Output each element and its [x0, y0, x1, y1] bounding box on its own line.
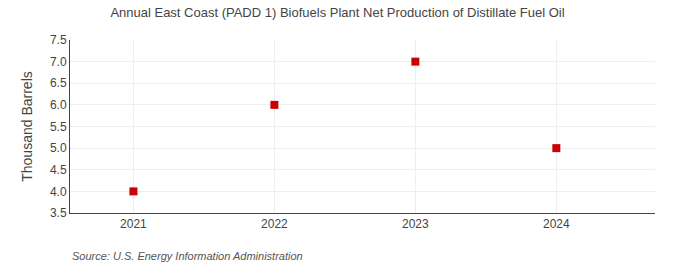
svg-text:2021: 2021: [120, 217, 147, 231]
svg-text:6.5: 6.5: [50, 76, 67, 90]
svg-text:6.0: 6.0: [50, 98, 67, 112]
svg-text:Source: U.S. Energy Informatio: Source: U.S. Energy Information Administ…: [72, 250, 303, 262]
svg-text:7.0: 7.0: [50, 55, 67, 69]
svg-text:2022: 2022: [261, 217, 288, 231]
svg-text:Annual East Coast (PADD 1) Bio: Annual East Coast (PADD 1) Biofuels Plan…: [110, 5, 564, 20]
svg-text:Thousand Barrels: Thousand Barrels: [19, 71, 35, 182]
svg-text:5.5: 5.5: [50, 120, 67, 134]
svg-text:5.0: 5.0: [50, 141, 67, 155]
svg-text:7.5: 7.5: [50, 33, 67, 47]
svg-text:3.5: 3.5: [50, 206, 67, 220]
svg-text:2023: 2023: [402, 217, 429, 231]
svg-text:4.5: 4.5: [50, 163, 67, 177]
svg-text:4.0: 4.0: [50, 185, 67, 199]
svg-text:2024: 2024: [543, 217, 570, 231]
